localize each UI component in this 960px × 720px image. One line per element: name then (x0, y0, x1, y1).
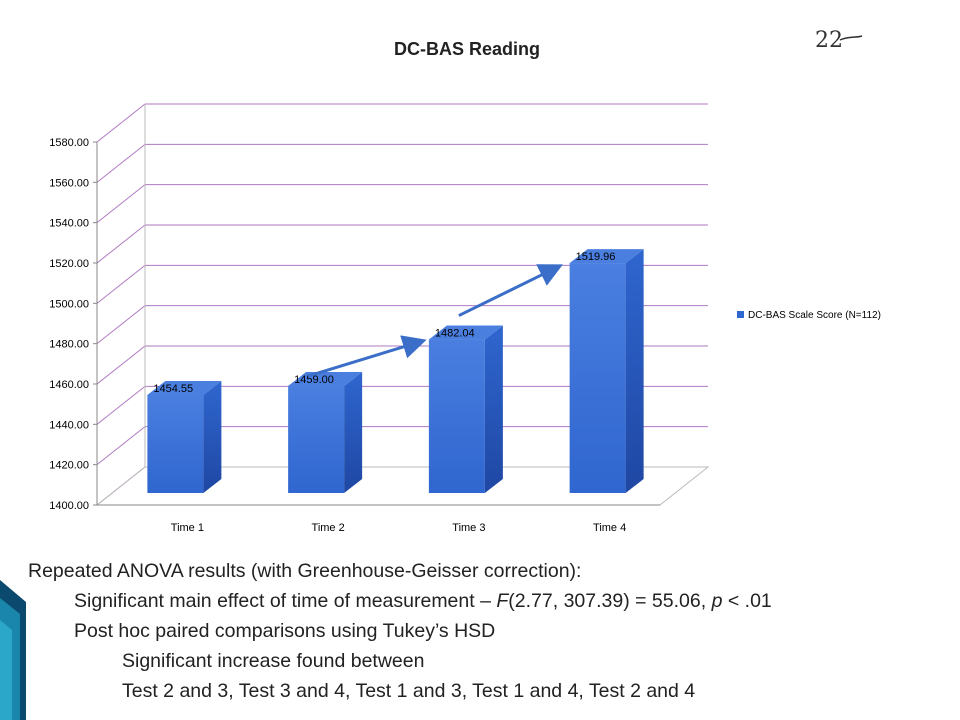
gridline-side (96, 103, 146, 143)
gridline-side (96, 305, 146, 345)
y-tick-label: 1520.00 (49, 258, 89, 270)
chart-title: DC-BAS Reading (394, 39, 540, 59)
results-heading: Repeated ANOVA results (with Greenhouse-… (28, 560, 582, 582)
y-tick-label: 1420.00 (49, 460, 89, 472)
handwritten-stroke (839, 35, 863, 41)
x-category-label: Time 2 (312, 522, 345, 534)
bar-side (203, 380, 222, 493)
slide-corner-decoration (0, 580, 26, 720)
legend: DC-BAS Scale Score (N=112) (737, 310, 881, 321)
y-tick-label: 1460.00 (49, 379, 89, 391)
bar-top (288, 372, 363, 387)
data-label: 1482.04 (435, 328, 475, 340)
anova-results: Repeated ANOVA results (with Greenhouse-… (28, 556, 928, 706)
gridline-side (96, 426, 146, 466)
x-axis: Time 1 Time 2 Time 3 Time 4 (171, 522, 626, 534)
y-tick-label: 1400.00 (49, 500, 89, 512)
trend-arrows (307, 264, 564, 378)
main-effect-line: Significant main effect of time of measu… (28, 586, 928, 616)
bar-front (147, 394, 204, 493)
gridline-side (96, 385, 146, 425)
bar-front (569, 263, 626, 493)
pairs-line: Test 2 and 3, Test 3 and 4, Test 1 and 3… (122, 680, 696, 702)
x-category-label: Time 4 (593, 522, 626, 534)
x-category-label: Time 3 (452, 522, 485, 534)
bar-top (428, 325, 503, 340)
main-effect-suffix: < .01 (722, 590, 772, 612)
main-effect-stats: (2.77, 307.39) = 55.06, (508, 590, 712, 612)
data-labels: 1454.55 1459.00 1482.04 1519.96 (153, 251, 615, 395)
increase-line: Significant increase found between (122, 650, 425, 672)
gridline-side (96, 143, 146, 183)
bar-side (625, 249, 644, 493)
bar-side (344, 372, 363, 493)
y-axis: 1400.00 1420.00 1440.00 1460.00 1480.00 1500.… (49, 137, 660, 512)
gridline-side (96, 184, 146, 224)
bars (147, 249, 644, 493)
trend-arrow (307, 335, 427, 378)
y-tick-label: 1500.00 (49, 298, 89, 310)
bar-front (288, 386, 345, 493)
bar-side (484, 325, 503, 493)
y-tick-label: 1440.00 (49, 419, 89, 431)
bar-front (428, 339, 485, 493)
handwritten-note: 22 (815, 28, 843, 53)
x-category-label: Time 1 (171, 522, 204, 534)
p-symbol: p (711, 590, 723, 612)
legend-label: DC-BAS Scale Score (N=112) (748, 310, 881, 321)
chart: 1400.00 1420.00 1440.00 1460.00 1480.00 1500.… (49, 28, 881, 534)
posthoc-line: Post hoc paired comparisons using Tukey’… (74, 620, 496, 642)
gridline-side (96, 224, 146, 264)
y-tick-label: 1480.00 (49, 339, 89, 351)
gridline-side (96, 345, 146, 385)
y-tick-label: 1560.00 (49, 177, 89, 189)
y-tick-label: 1580.00 (49, 137, 89, 149)
bar-top (569, 249, 644, 264)
gridline-side (96, 264, 146, 304)
y-tick-label: 1540.00 (49, 218, 89, 230)
bar-top (147, 380, 222, 395)
data-label: 1519.96 (576, 251, 616, 263)
data-label: 1459.00 (294, 374, 334, 386)
legend-swatch (737, 311, 744, 318)
main-effect-prefix: Significant main effect of time of measu… (74, 590, 497, 612)
f-symbol: F (496, 590, 509, 612)
trend-arrow (458, 264, 564, 317)
data-label: 1454.55 (153, 383, 193, 395)
